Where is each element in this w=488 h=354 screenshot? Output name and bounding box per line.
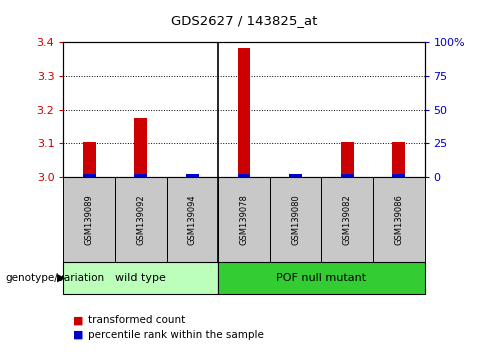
Bar: [289, 174, 302, 177]
Bar: [270, 177, 322, 262]
Text: GSM139092: GSM139092: [136, 194, 145, 245]
Bar: [63, 262, 218, 294]
Bar: [83, 174, 96, 177]
Text: GSM139094: GSM139094: [188, 194, 197, 245]
Bar: [392, 142, 405, 177]
Bar: [134, 118, 147, 177]
Text: ■: ■: [73, 330, 84, 339]
Text: wild type: wild type: [115, 273, 166, 283]
Text: percentile rank within the sample: percentile rank within the sample: [88, 330, 264, 339]
Bar: [115, 177, 166, 262]
Bar: [218, 177, 270, 262]
Bar: [341, 142, 354, 177]
Text: GSM139082: GSM139082: [343, 194, 352, 245]
Bar: [83, 142, 96, 177]
Bar: [373, 177, 425, 262]
Text: genotype/variation: genotype/variation: [5, 273, 104, 283]
Text: ▶: ▶: [57, 273, 65, 283]
Text: ■: ■: [73, 315, 84, 325]
Text: transformed count: transformed count: [88, 315, 185, 325]
Bar: [392, 174, 405, 177]
Text: GDS2627 / 143825_at: GDS2627 / 143825_at: [171, 14, 317, 27]
Bar: [186, 174, 199, 177]
Text: GSM139078: GSM139078: [240, 194, 248, 245]
Bar: [134, 174, 147, 177]
Bar: [63, 177, 115, 262]
Bar: [238, 174, 250, 177]
Text: POF null mutant: POF null mutant: [276, 273, 366, 283]
Bar: [166, 177, 218, 262]
Bar: [341, 174, 354, 177]
Text: GSM139080: GSM139080: [291, 194, 300, 245]
Bar: [218, 262, 425, 294]
Text: GSM139086: GSM139086: [394, 194, 403, 245]
Bar: [322, 177, 373, 262]
Bar: [238, 47, 250, 177]
Text: GSM139089: GSM139089: [85, 194, 94, 245]
